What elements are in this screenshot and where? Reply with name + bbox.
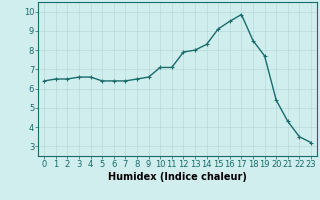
X-axis label: Humidex (Indice chaleur): Humidex (Indice chaleur) [108,172,247,182]
